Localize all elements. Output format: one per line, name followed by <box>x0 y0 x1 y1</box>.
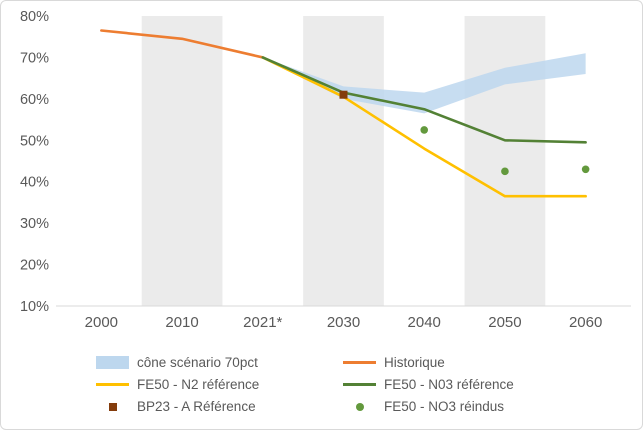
y-tick-label: 80% <box>20 9 49 25</box>
y-tick-label: 50% <box>20 133 49 149</box>
chart-plot-area: 80% 70% 60% 50% 40% 30% 20% 10% 2000 2010 2021* 203… <box>20 9 631 331</box>
legend-label: FE50 - NO3 réindus <box>384 399 505 414</box>
series-dot-marker <box>581 165 590 174</box>
y-tick-label: 60% <box>20 92 49 108</box>
legend-label: FE50 - N03 référence <box>384 377 514 392</box>
series-square-marker <box>339 90 348 99</box>
x-tick-label: 2040 <box>408 314 441 331</box>
y-tick-label: 20% <box>20 258 49 274</box>
series-line-1 <box>100 29 265 59</box>
legend-item-bp23-a-reference: BP23 - A Référence <box>96 398 343 415</box>
chart-legend: cône scénario 70pct Historique FE50 - N2… <box>96 354 514 415</box>
x-tick-label: 2000 <box>85 314 118 331</box>
legend-label: cône scénario 70pct <box>137 355 258 370</box>
legend-item-historique: Historique <box>343 354 514 371</box>
legend-swatch-line <box>96 378 129 392</box>
legend-label: BP23 - A Référence <box>137 399 256 414</box>
series-line-3 <box>261 56 587 144</box>
plot-band <box>303 16 384 306</box>
legend-item-fe50-n2-reference: FE50 - N2 référence <box>96 376 343 393</box>
legend-item-fe50-n03-reference: FE50 - N03 référence <box>343 376 514 393</box>
plot-band <box>141 16 223 306</box>
y-tick-label: 10% <box>20 299 49 315</box>
y-tick-label: 30% <box>20 216 49 232</box>
plot-band <box>464 16 546 306</box>
x-tick-label: 2021* <box>243 314 282 331</box>
legend-swatch-square <box>96 400 129 414</box>
series-dot-marker <box>420 126 429 134</box>
legend-label: FE50 - N2 référence <box>137 377 260 392</box>
legend-swatch-area <box>96 356 129 370</box>
legend-label: Historique <box>384 355 445 370</box>
legend-swatch-dot <box>343 400 376 414</box>
x-tick-label: 2030 <box>327 314 360 331</box>
x-tick-label: 2060 <box>569 314 602 331</box>
x-tick-label: 2010 <box>165 314 198 331</box>
legend-swatch-line <box>343 356 376 370</box>
y-tick-label: 40% <box>20 175 49 191</box>
legend-item-fe50-no3-reindus: FE50 - NO3 réindus <box>343 398 514 415</box>
legend-swatch-line <box>343 378 376 392</box>
series-line-2 <box>261 56 587 198</box>
y-tick-label: 70% <box>20 50 49 66</box>
series-dot-marker <box>501 167 509 176</box>
x-tick-label: 2050 <box>488 314 521 331</box>
legend-item-cone-scenario: cône scénario 70pct <box>96 354 343 371</box>
